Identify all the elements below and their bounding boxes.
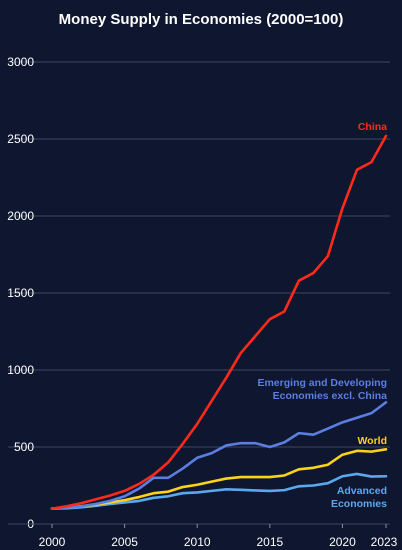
series-label-line: China — [358, 121, 387, 133]
grid-layer — [8, 61, 390, 448]
x-tick-label: 2000 — [39, 535, 66, 549]
x-tick-label: 2015 — [256, 535, 283, 549]
series-label: China — [358, 121, 387, 133]
chart-title: Money Supply in Economies (2000=100) — [59, 11, 344, 28]
series-label-line: Economies — [331, 498, 387, 510]
series-label-line: World — [357, 435, 387, 447]
x-tick-label: 2010 — [184, 535, 211, 549]
series-emerging-and-developing-economies-excl-china — [50, 401, 388, 510]
y-tick-label: 500 — [14, 440, 34, 454]
series-layer — [50, 134, 388, 510]
series-label: Advanced Economies — [331, 485, 387, 510]
series-label-line: Economies excl. China — [273, 390, 388, 402]
series-label-line: Emerging and Developing — [257, 377, 387, 389]
series-line — [50, 134, 388, 510]
series-label-layer: China Emerging and Developing Economies ex… — [257, 121, 387, 510]
series-label: Emerging and Developing Economies excl. C… — [257, 377, 387, 402]
x-tick-label: 2023 — [371, 535, 398, 549]
y-tick-label: 1000 — [7, 363, 34, 377]
series-line — [50, 472, 388, 510]
series-china — [50, 134, 388, 510]
series-label: World — [357, 435, 387, 447]
series-label-line: Advanced — [337, 485, 387, 497]
y-tick-label: 1500 — [7, 286, 34, 300]
y-tick-label: 2000 — [7, 209, 34, 223]
y-tick-label: 2500 — [7, 132, 34, 146]
x-tick-label: 2005 — [111, 535, 138, 549]
y-tick-label: 3000 — [7, 55, 34, 69]
series-line — [50, 401, 388, 510]
x-tick-label: 2020 — [329, 535, 356, 549]
series-line — [50, 448, 388, 510]
